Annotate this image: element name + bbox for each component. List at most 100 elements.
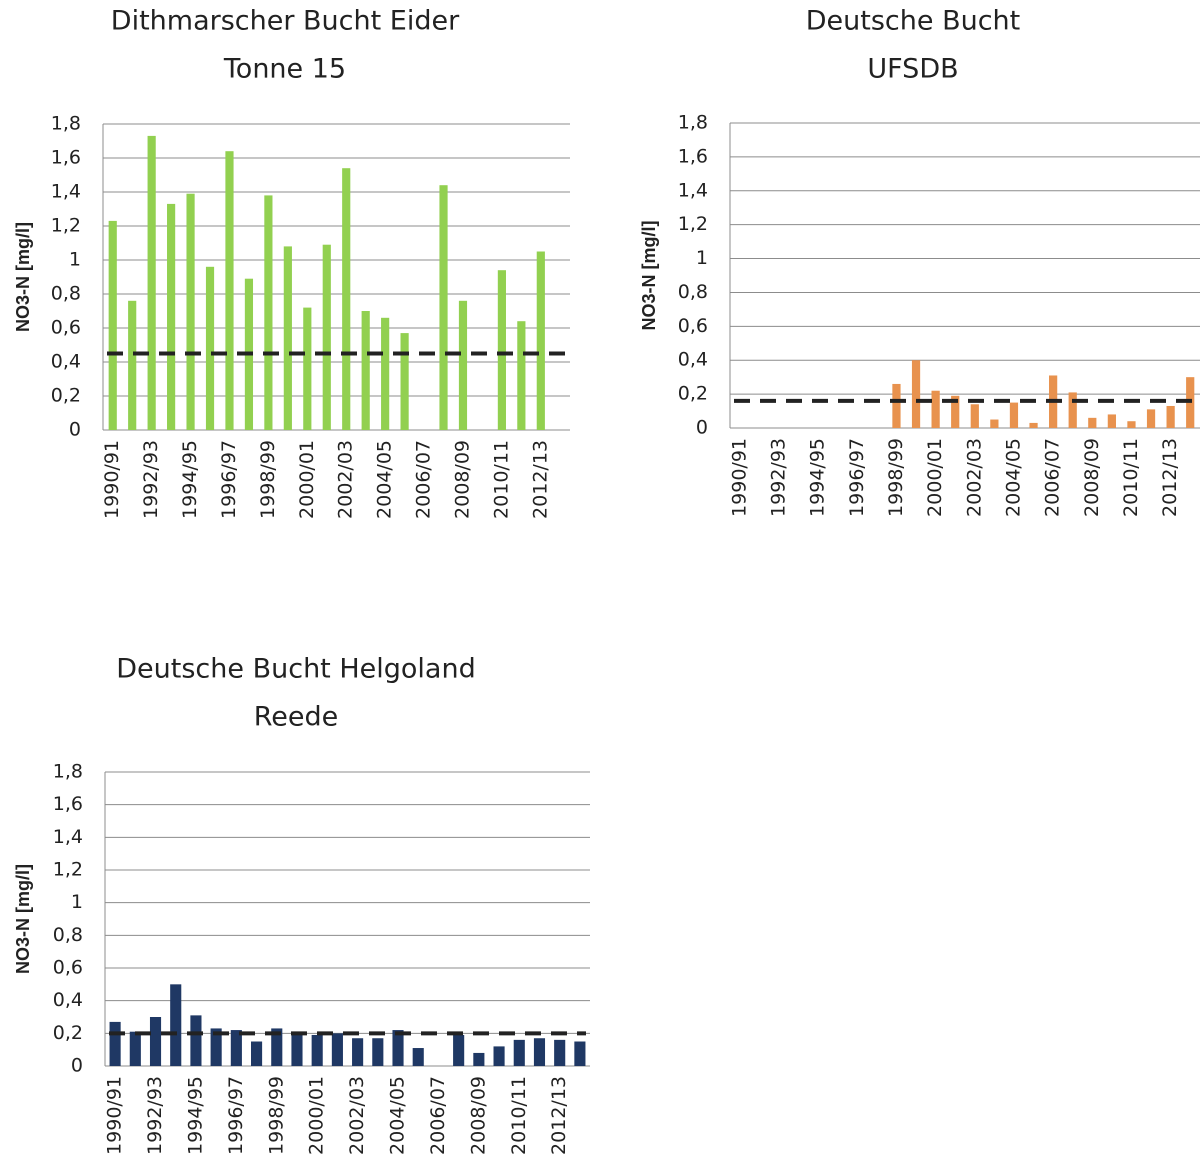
bar bbox=[497, 270, 506, 430]
bar bbox=[322, 244, 331, 430]
x-tick-label: 1998/99 bbox=[257, 440, 279, 519]
bar bbox=[190, 1015, 202, 1066]
x-tick-label: 2000/01 bbox=[306, 1076, 328, 1155]
bar bbox=[264, 195, 273, 430]
x-tick-label: 2008/09 bbox=[1081, 438, 1103, 517]
y-tick-label: 0,8 bbox=[51, 283, 81, 305]
bar bbox=[149, 1017, 162, 1066]
bar bbox=[225, 151, 234, 430]
x-tick-label: 2010/11 bbox=[490, 440, 512, 519]
x-tick-label: 1998/99 bbox=[265, 1076, 287, 1155]
bar bbox=[1088, 417, 1097, 428]
bar bbox=[210, 1028, 222, 1066]
bar bbox=[517, 321, 526, 430]
x-tick-label: 2008/09 bbox=[451, 440, 473, 519]
y-tick-label: 1,4 bbox=[53, 826, 83, 848]
x-tick-label: 2006/07 bbox=[413, 440, 435, 519]
bar bbox=[283, 246, 292, 430]
y-tick-label: 0,4 bbox=[51, 351, 81, 373]
chart-title: Deutsche Bucht Helgoland bbox=[116, 654, 475, 685]
y-tick-label: 1,4 bbox=[678, 179, 708, 201]
bar bbox=[167, 203, 176, 430]
x-tick-label: 1994/95 bbox=[179, 440, 201, 519]
x-tick-label: 1990/91 bbox=[101, 440, 123, 519]
y-tick-label: 1,2 bbox=[51, 215, 81, 237]
x-tick-label: 2004/05 bbox=[1002, 438, 1024, 517]
x-tick-label: 1992/93 bbox=[767, 438, 789, 517]
y-axis-label: NO3-N [mg/l] bbox=[13, 864, 33, 974]
y-tick-label: 1,6 bbox=[51, 147, 81, 169]
y-tick-label: 1,6 bbox=[53, 793, 83, 815]
y-tick-label: 0,6 bbox=[678, 315, 708, 337]
bar bbox=[147, 135, 156, 430]
bar bbox=[271, 1028, 283, 1066]
bar bbox=[513, 1039, 525, 1066]
chart-title: Dithmarscher Bucht Eider bbox=[111, 6, 460, 37]
y-tick-label: 1 bbox=[696, 247, 708, 269]
bar bbox=[170, 984, 182, 1066]
bar bbox=[439, 185, 448, 430]
bar bbox=[990, 419, 999, 428]
bar bbox=[381, 317, 390, 430]
y-tick-label: 0,4 bbox=[53, 989, 83, 1011]
chart-title: UFSDB bbox=[867, 54, 958, 85]
x-tick-label: 1996/97 bbox=[225, 1076, 247, 1155]
bar bbox=[361, 311, 370, 430]
bar bbox=[109, 1021, 121, 1066]
bar bbox=[1166, 405, 1175, 428]
bar bbox=[911, 360, 921, 428]
y-tick-label: 1,8 bbox=[678, 112, 708, 134]
bar bbox=[1009, 402, 1019, 428]
bar bbox=[453, 1034, 465, 1066]
y-tick-label: 0,6 bbox=[51, 317, 81, 339]
y-tick-label: 0 bbox=[71, 1055, 83, 1077]
y-tick-label: 0 bbox=[696, 417, 708, 439]
bar bbox=[1107, 414, 1116, 428]
x-tick-label: 2012/13 bbox=[1159, 438, 1181, 517]
bar bbox=[372, 1038, 384, 1066]
y-tick-label: 1,8 bbox=[51, 113, 81, 135]
y-tick-label: 0,6 bbox=[53, 957, 83, 979]
bar bbox=[311, 1034, 323, 1066]
bar bbox=[493, 1046, 505, 1066]
x-tick-label: 1990/91 bbox=[728, 438, 750, 517]
bar bbox=[1029, 422, 1038, 428]
y-tick-label: 0,2 bbox=[678, 383, 708, 405]
chart: Deutsche Bucht UFSDB NO3-N [mg/l] 0 0,2 0,4 0,… bbox=[639, 6, 1200, 517]
bar bbox=[473, 1052, 485, 1066]
bar bbox=[536, 251, 545, 430]
bar bbox=[1068, 392, 1077, 428]
x-tick-label: 1992/93 bbox=[144, 1076, 166, 1155]
bar bbox=[331, 1033, 343, 1066]
bar bbox=[352, 1038, 364, 1066]
bar bbox=[291, 1034, 303, 1066]
x-tick-label: 2012/13 bbox=[529, 440, 551, 519]
x-tick-label: 1996/97 bbox=[218, 440, 240, 519]
bar bbox=[1146, 409, 1156, 428]
chart: Dithmarscher Bucht Eider Tonne 15 NO3-N [m… bbox=[13, 6, 570, 519]
y-tick-label: 1,8 bbox=[53, 761, 83, 783]
y-tick-label: 1,4 bbox=[51, 181, 81, 203]
bar bbox=[892, 383, 901, 428]
x-tick-label: 1996/97 bbox=[846, 438, 868, 517]
y-tick-label: 0 bbox=[69, 419, 81, 441]
y-axis-label: NO3-N [mg/l] bbox=[13, 222, 33, 332]
bar bbox=[108, 220, 117, 430]
x-tick-label: 2000/01 bbox=[924, 438, 946, 517]
y-tick-label: 1 bbox=[69, 249, 81, 271]
bar bbox=[931, 390, 940, 428]
x-tick-label: 2010/11 bbox=[1120, 438, 1142, 517]
bar bbox=[951, 395, 960, 428]
bar bbox=[230, 1030, 242, 1066]
x-tick-label: 1998/99 bbox=[885, 438, 907, 517]
y-axis-label: NO3-N [mg/l] bbox=[639, 221, 659, 331]
x-tick-label: 2006/07 bbox=[1042, 438, 1064, 517]
bar bbox=[574, 1041, 586, 1066]
x-tick-label: 2002/03 bbox=[963, 438, 985, 517]
bar bbox=[554, 1039, 566, 1066]
x-tick-label: 2012/13 bbox=[548, 1076, 570, 1155]
bar bbox=[303, 307, 312, 430]
y-tick-label: 1,2 bbox=[53, 859, 83, 881]
y-tick-label: 0,8 bbox=[53, 924, 83, 946]
x-tick-label: 1994/95 bbox=[807, 438, 829, 517]
